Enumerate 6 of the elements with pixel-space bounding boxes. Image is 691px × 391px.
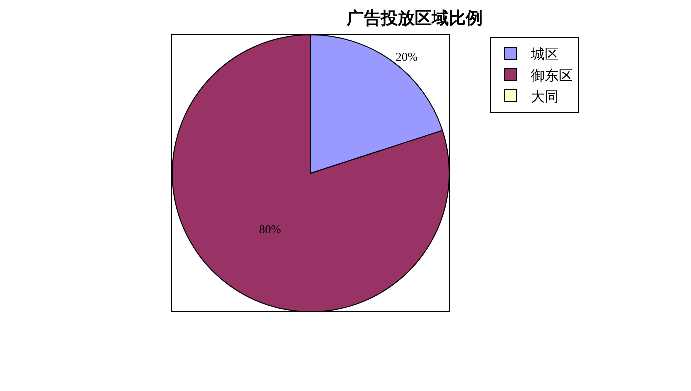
- data-label: 20%: [396, 50, 418, 64]
- data-label: 80%: [259, 222, 282, 237]
- legend-label: 城区: [530, 47, 559, 64]
- chart-title: 广告投放区域比例: [346, 8, 483, 28]
- legend-label: 御东区: [531, 68, 573, 84]
- legend-label: 大同: [531, 89, 559, 106]
